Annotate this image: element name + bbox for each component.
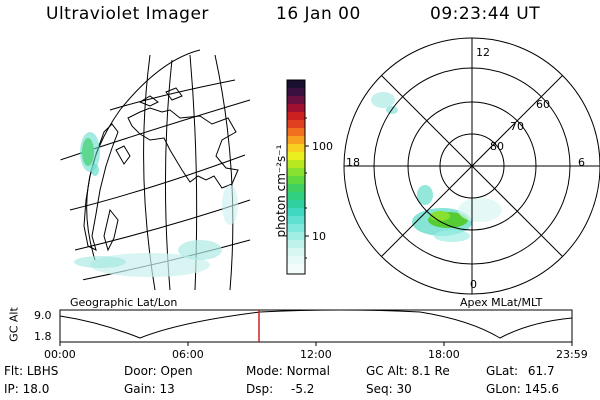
gain-label: Gain:	[124, 382, 156, 396]
mlt-6-label: 6	[578, 156, 585, 169]
geographic-caption: Geographic Lat/Lon	[70, 296, 178, 309]
glon-label: GLon:	[486, 382, 521, 396]
mlat-80-label: 80	[490, 140, 504, 153]
app-title: Ultraviolet Imager	[46, 4, 209, 24]
polar-aurora	[371, 92, 502, 242]
mlt-0-label: 0	[470, 278, 477, 291]
mode-info: Mode: Normal	[246, 364, 330, 378]
x-tick-2: 12:00	[300, 348, 332, 361]
mode-value: Normal	[286, 364, 330, 378]
ip-label: IP:	[4, 382, 19, 396]
glat-label: GLat:	[486, 364, 519, 378]
gain-info: Gain: 13	[124, 382, 175, 396]
polar-plot	[343, 37, 600, 295]
ip-info: IP: 18.0	[4, 382, 49, 396]
glat-info: GLat: 61.7	[486, 364, 555, 378]
gc-alt-y-top: 9.0	[34, 309, 52, 322]
dsp-info: Dsp: -5.2	[246, 382, 314, 396]
gc-alt-y-bottom: 1.8	[34, 330, 52, 343]
flt-value: LBHS	[26, 364, 59, 378]
mlat-60-label: 60	[536, 98, 550, 111]
colorbar-tick-10: 10	[312, 230, 326, 243]
seq-label: Seq:	[366, 382, 393, 396]
x-tick-1: 06:00	[172, 348, 204, 361]
glat-value: 61.7	[527, 364, 555, 378]
flt-info: Flt: LBHS	[4, 364, 58, 378]
glon-value: 145.6	[524, 382, 559, 396]
mlt-12-label: 12	[476, 46, 490, 59]
dsp-label: Dsp:	[246, 382, 274, 396]
glon-info: GLon: 145.6	[486, 382, 559, 396]
mlat-70-label: 70	[510, 120, 524, 133]
door-info: Door: Open	[124, 364, 193, 378]
aurora-emission	[74, 132, 238, 277]
gain-value: 13	[159, 382, 175, 396]
altitude-plot	[59, 309, 573, 346]
ip-value: 18.0	[22, 382, 50, 396]
door-label: Door:	[124, 364, 157, 378]
gcalt-label: GC Alt:	[366, 364, 408, 378]
x-tick-3: 18:00	[428, 348, 460, 361]
seq-info: Seq: 30	[366, 382, 412, 396]
mode-label: Mode:	[246, 364, 283, 378]
gcalt-info: GC Alt: 8.1 Re	[366, 364, 450, 378]
mlt-18-label: 18	[346, 156, 360, 169]
gc-alt-axis-title: GC Alt	[7, 307, 21, 342]
color-bar	[286, 79, 309, 275]
door-value: Open	[160, 364, 193, 378]
gcalt-value: 8.1 Re	[411, 364, 450, 378]
date-display: 16 Jan 00	[276, 4, 361, 24]
x-tick-0: 00:00	[44, 348, 76, 361]
colorbar-tick-100: 100	[312, 140, 333, 153]
time-display: 09:23:44 UT	[430, 4, 541, 24]
flt-label: Flt:	[4, 364, 23, 378]
seq-value: 30	[396, 382, 412, 396]
colorbar-unit-label: photon cm⁻²s⁻¹	[274, 144, 288, 238]
dsp-value: -5.2	[290, 382, 315, 396]
x-tick-4: 23:59	[556, 348, 588, 361]
apex-caption: Apex MLat/MLT	[460, 296, 543, 309]
